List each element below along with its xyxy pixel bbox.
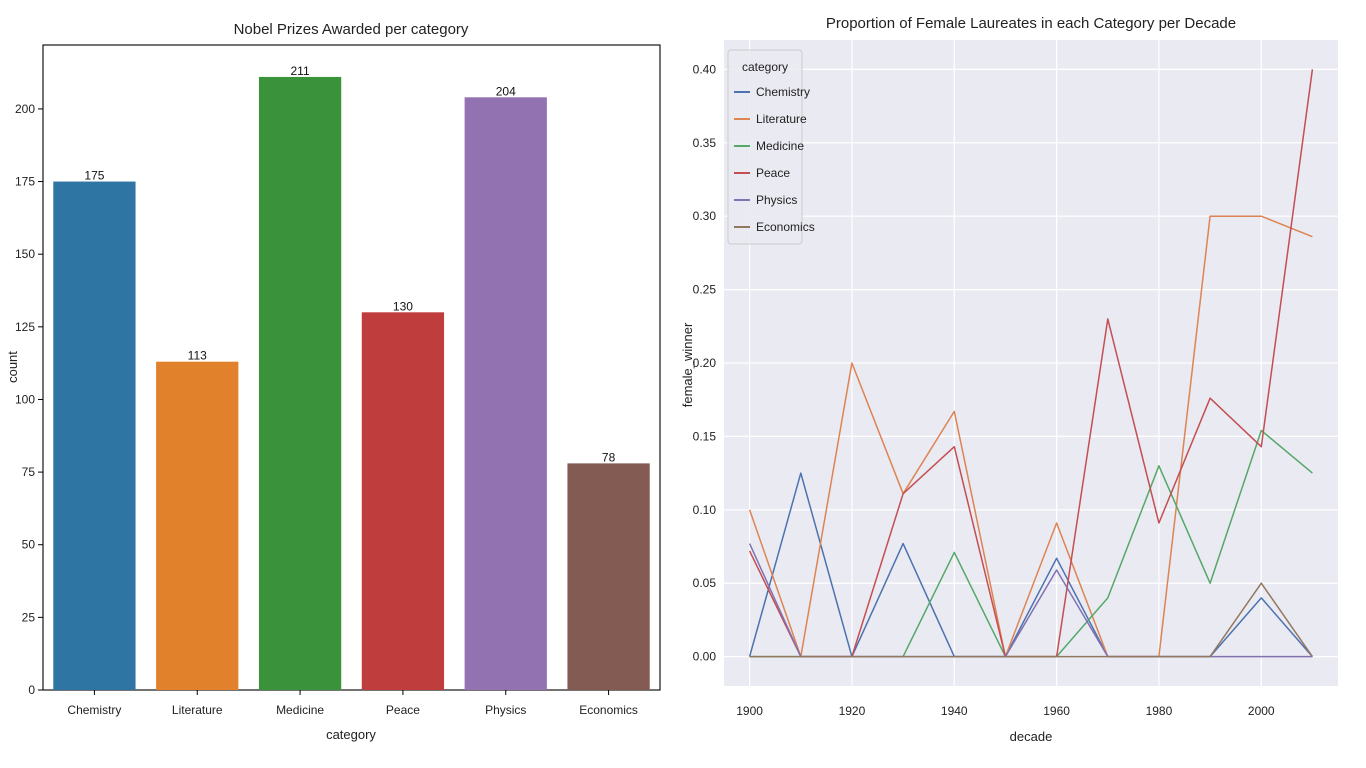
line-y-tick-label: 0.20: [693, 356, 717, 370]
bar-y-axis-label: count: [5, 351, 20, 383]
line-legend: category Chemistry Literature Medicine Peace…: [727, 49, 815, 245]
bar-chart-title: Nobel Prizes Awarded per category: [234, 21, 469, 38]
line-x-tick-label: 2000: [1248, 704, 1275, 718]
line-chart: Proportion of Female Laureates in each C…: [680, 15, 1338, 744]
bar-value-label: 204: [496, 84, 516, 98]
legend-label-physics: Physics: [756, 193, 797, 207]
legend-box: [727, 49, 803, 245]
legend-label-literature: Literature: [756, 112, 807, 126]
bar-value-label: 78: [602, 450, 616, 464]
line-y-tick-label: 0.40: [693, 62, 717, 76]
bar-y-tick-label: 200: [15, 102, 35, 116]
bar-x-tick-label: Medicine: [276, 703, 324, 717]
bar-y-tick-label: 100: [15, 392, 35, 406]
bar-y-tick-label: 150: [15, 247, 35, 261]
bar-y-tick-label: 25: [22, 610, 36, 624]
bar-x-tick-label: Physics: [485, 703, 526, 717]
bar-x-tick-label: Peace: [386, 703, 420, 717]
line-x-tick-label: 1900: [736, 704, 763, 718]
bar-x-tick-label: Chemistry: [67, 703, 121, 717]
line-y-tick-label: 0.25: [693, 283, 717, 297]
bar-y-tick-label: 75: [22, 465, 36, 479]
bar-chemistry: [53, 181, 136, 690]
legend-label-chemistry: Chemistry: [756, 85, 810, 99]
legend-label-medicine: Medicine: [756, 139, 804, 153]
legend-label-economics: Economics: [756, 220, 815, 234]
bar-literature: [156, 361, 239, 690]
series-line-literature: [748, 215, 1313, 658]
line-y-tick-label: 0.30: [693, 209, 717, 223]
line-y-tick-label: 0.35: [693, 136, 717, 150]
line-chart-title: Proportion of Female Laureates in each C…: [826, 15, 1236, 32]
bar-x-axis-label: category: [326, 727, 376, 742]
line-x-tick-label: 1940: [941, 704, 968, 718]
bar-y-tick-label: 175: [15, 175, 35, 189]
line-x-axis-label: decade: [1010, 729, 1053, 744]
line-y-tick-label: 0.05: [693, 576, 717, 590]
bar-medicine: [258, 76, 342, 690]
bar-economics: [567, 463, 650, 690]
bar-physics: [464, 97, 547, 690]
bar-value-label: 211: [291, 64, 310, 78]
line-x-tick-label: 1980: [1146, 704, 1173, 718]
line-plot-area: 0.00 0.05 0.10 0.15 0.20 0.25 0.30 0.35 0.40 1900…: [693, 40, 1338, 718]
legend-label-peace: Peace: [756, 166, 790, 180]
bar-value-label: 130: [393, 299, 413, 313]
bar-value-label: 113: [188, 349, 207, 363]
bar-peace: [361, 312, 445, 690]
line-y-tick-label: 0.00: [693, 650, 717, 664]
line-x-tick-label: 1960: [1043, 704, 1070, 718]
bar-plot-area: 0 25 50 75 100 125 150 175 200 175 Chemistry 113 Lit…: [15, 44, 661, 717]
bar-plot-frame: [42, 44, 661, 691]
bar-x-tick-label: Literature: [172, 703, 223, 717]
line-y-axis-label: female_winner: [680, 322, 695, 407]
line-y-tick-label: 0.10: [693, 503, 717, 517]
line-y-tick-label: 0.15: [693, 429, 717, 443]
series-line-economics: [749, 582, 1314, 658]
bar-y-tick-label: 0: [28, 683, 35, 697]
bar-chart: Nobel Prizes Awarded per category 0 25 50 7…: [5, 21, 661, 742]
bar-y-tick-label: 125: [15, 320, 35, 334]
legend-title: category: [742, 60, 788, 74]
bar-x-tick-label: Economics: [579, 703, 638, 717]
bar-y-tick-label: 50: [22, 538, 36, 552]
bar-value-label: 175: [84, 169, 104, 183]
line-x-tick-label: 1920: [839, 704, 866, 718]
series-line-chemistry: [748, 472, 1313, 658]
